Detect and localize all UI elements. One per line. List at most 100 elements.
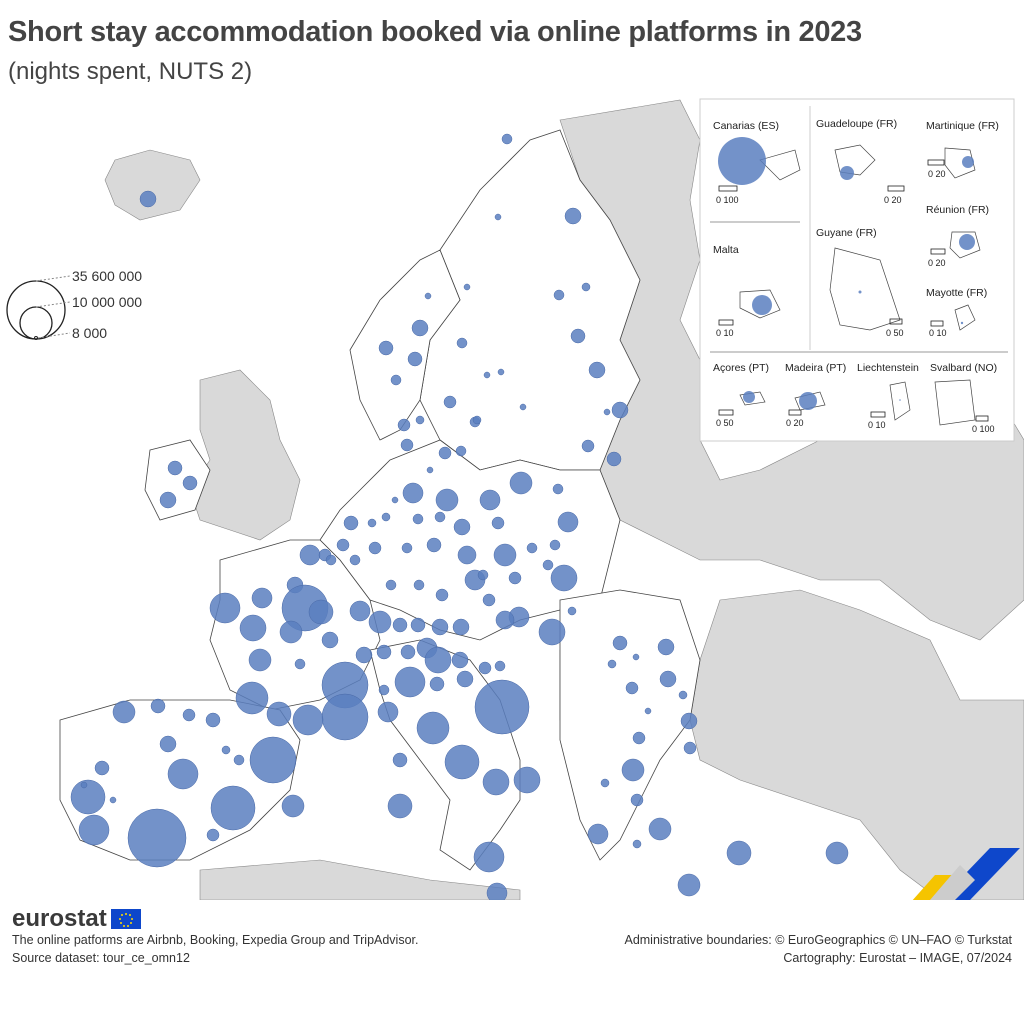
region-bubble: [416, 711, 450, 745]
region-bubble: [400, 644, 416, 660]
region-bubble: [429, 676, 445, 692]
inset-acores-title: Açores (PT): [713, 362, 769, 374]
region-bubble: [400, 438, 414, 452]
region-bubble: [390, 374, 402, 386]
region-bubble: [292, 704, 324, 736]
region-bubble: [444, 744, 480, 780]
scale-acores: 0 50: [716, 418, 734, 428]
scale-mayotte: 0 10: [929, 328, 947, 338]
region-bubble: [644, 707, 652, 715]
region-bubble: [127, 808, 187, 868]
region-bubble: [825, 841, 849, 865]
region-bubble: [438, 446, 452, 460]
region-bubble: [435, 588, 449, 602]
region-bubble: [630, 793, 644, 807]
region-bubble: [139, 190, 157, 208]
region-bubble: [368, 541, 382, 555]
region-bubble: [463, 283, 471, 291]
legend-mid: 10 000 000: [72, 294, 142, 310]
region-bubble: [549, 539, 561, 551]
scale-guadeloupe: 0 20: [884, 195, 902, 205]
region-bubble: [603, 408, 611, 416]
region-bubble: [392, 617, 408, 633]
legend-max: 35 600 000: [72, 268, 142, 284]
region-bubble: [726, 840, 752, 866]
scale-svalbard: 0 100: [972, 424, 995, 434]
bubble-madeira: [799, 392, 817, 410]
region-bubble: [542, 559, 554, 571]
scale-madeira: 0 20: [786, 418, 804, 428]
region-bubble: [677, 873, 701, 897]
region-bubble: [281, 794, 305, 818]
region-bubble: [355, 646, 373, 664]
region-bubble: [392, 752, 408, 768]
region-bubble: [411, 319, 429, 337]
region-bubble: [377, 701, 399, 723]
region-bubble: [233, 754, 245, 766]
region-bubble: [80, 781, 88, 789]
europe-map: 35 600 000 10 000 000 8 000 Canarias (ES…: [6, 98, 1024, 900]
region-bubble: [221, 745, 231, 755]
inset-panel: Canarias (ES) Guadeloupe (FR) Martinique…: [699, 98, 1015, 442]
scale-malta: 0 10: [716, 328, 734, 338]
region-bubble: [552, 483, 564, 495]
region-bubble: [299, 544, 321, 566]
region-bubble: [451, 651, 469, 669]
footnote-boundaries: Administrative boundaries: © EuroGeograp…: [624, 933, 1012, 947]
region-bubble: [210, 785, 256, 831]
region-bubble: [206, 828, 220, 842]
region-bubble: [407, 351, 423, 367]
region-bubble: [648, 817, 672, 841]
eu-flag-icon: [110, 909, 141, 929]
region-bubble: [612, 635, 628, 651]
region-bubble: [455, 445, 467, 457]
inset-malta-title: Malta: [713, 244, 739, 256]
region-bubble: [248, 648, 272, 672]
legend-min: 8 000: [72, 325, 107, 341]
region-bubble: [435, 488, 459, 512]
region-bubble: [567, 606, 577, 616]
region-bubble: [182, 475, 198, 491]
region-bubble: [483, 371, 491, 379]
footnote-source: Source dataset: tour_ce_omn12: [12, 951, 190, 965]
region-bubble: [378, 684, 390, 696]
bubble-malta: [752, 295, 772, 315]
region-bubble: [494, 660, 506, 672]
region-bubble: [159, 491, 177, 509]
region-bubble: [472, 415, 482, 425]
region-bubble: [349, 554, 361, 566]
region-bubble: [570, 328, 586, 344]
region-bubble: [308, 599, 334, 625]
region-bubble: [443, 395, 457, 409]
region-bubble: [526, 542, 538, 554]
region-bubble: [482, 768, 510, 796]
inset-madeira-title: Madeira (PT): [785, 362, 846, 374]
region-bubble: [321, 631, 339, 649]
region-bubble: [632, 839, 642, 849]
region-bubble: [497, 368, 505, 376]
region-bubble: [456, 670, 474, 688]
region-bubble: [325, 554, 337, 566]
bubble-acores: [743, 391, 755, 403]
region-bubble: [538, 618, 566, 646]
region-bubble: [659, 670, 677, 688]
region-bubble: [477, 569, 489, 581]
region-bubble: [494, 213, 502, 221]
region-bubble: [112, 700, 136, 724]
region-bubble: [632, 653, 640, 661]
region-bubble: [581, 439, 595, 453]
region-bubble: [94, 760, 110, 776]
region-bubble: [415, 415, 425, 425]
region-bubble: [376, 644, 392, 660]
region-bubble: [266, 701, 292, 727]
region-bubble: [424, 292, 432, 300]
bubble-guadeloupe: [840, 166, 854, 180]
region-bubble: [457, 545, 477, 565]
region-bubble: [434, 511, 446, 523]
region-bubble: [474, 679, 530, 735]
region-bubble: [453, 518, 471, 536]
scale-martinique: 0 20: [928, 169, 946, 179]
region-bubble: [657, 638, 675, 656]
region-bubble: [391, 496, 399, 504]
region-bubble: [479, 489, 501, 511]
